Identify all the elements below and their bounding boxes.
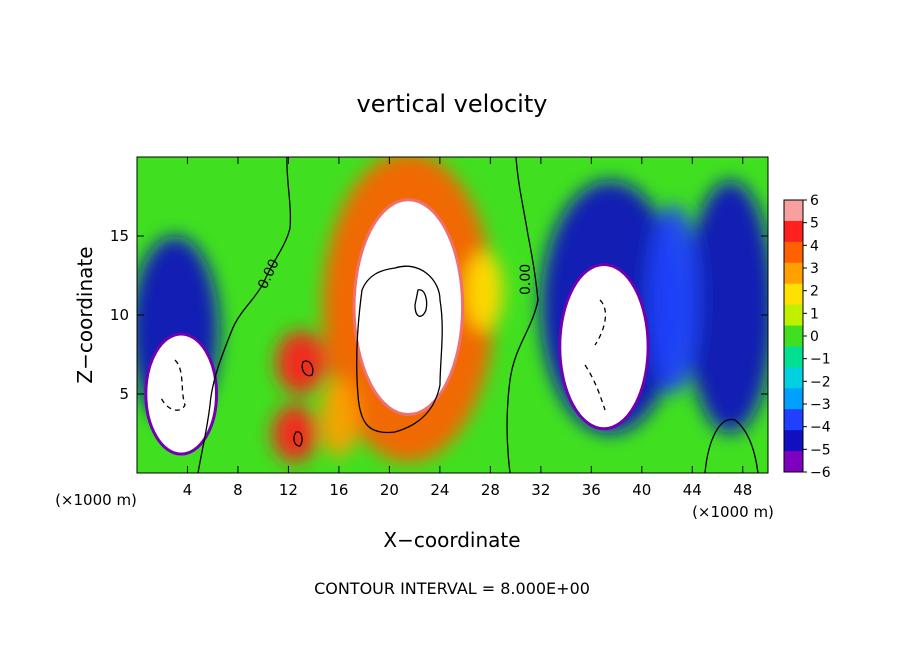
y-tick-label: 15 — [110, 227, 129, 245]
colorbar-swatches — [784, 200, 803, 473]
colorbar-tick-label: 0 — [810, 329, 819, 345]
zero-contour-right — [506, 157, 539, 473]
x-tick-label: 24 — [430, 481, 449, 499]
contour-right-bottom — [704, 418, 759, 473]
contour-dashed-right — [584, 299, 607, 411]
colorbar-tick-label: −1 — [810, 352, 831, 368]
x-tick-label: 16 — [329, 481, 348, 499]
colorbar-tick-label: −2 — [810, 374, 831, 390]
x-tick-label: 28 — [481, 481, 500, 499]
x-tick-label: 32 — [531, 481, 550, 499]
colorbar-tick-label: 6 — [810, 193, 819, 209]
x-axis-label: X−coordinate — [383, 528, 520, 552]
colorbar-swatch — [784, 283, 803, 306]
colorbar-swatch — [784, 200, 803, 222]
colorbar-tick-label: 1 — [810, 306, 819, 322]
colorbar-swatch — [784, 241, 803, 264]
colorbar-swatch — [784, 367, 803, 389]
field-blob — [465, 251, 503, 331]
zero-contours — [159, 157, 759, 473]
zero-contour-left — [197, 157, 292, 473]
colorbar-swatch — [784, 409, 803, 431]
saturated-downdraft — [558, 262, 650, 431]
colorbar-swatch — [784, 220, 803, 243]
x-tick-label: 20 — [380, 481, 399, 499]
x-axis: 4 8 12 16 20 24 28 32 36 40 44 48 — [183, 157, 752, 499]
field-blob — [685, 180, 768, 434]
saturated-downdraft — [144, 332, 219, 456]
colorbar-ticks: 6 5 4 3 2 1 0 −1 −2 −3 −4 −5 −6 — [803, 193, 831, 481]
x-tick-label: 8 — [233, 481, 243, 499]
colorbar-tick-label: −5 — [810, 442, 831, 458]
colorbar-swatch — [784, 325, 803, 347]
field-blob — [319, 378, 358, 458]
colorbar: 6 5 4 3 2 1 0 −1 −2 −3 −4 −5 −6 — [783, 193, 831, 481]
plot-area — [137, 157, 768, 473]
x-tick-label: 40 — [632, 481, 651, 499]
x-unit-right: (×1000 m) — [692, 503, 774, 521]
colorbar-tick-label: −3 — [810, 397, 831, 413]
colorbar-swatch — [784, 346, 803, 368]
field-blob — [648, 204, 699, 394]
inner-contour-low — [293, 431, 303, 447]
colorbar-tick-label: −4 — [810, 420, 831, 436]
x-tick-label: 44 — [683, 481, 702, 499]
inner-contour-left-lobe — [301, 360, 314, 377]
field-blob — [275, 330, 327, 394]
contour-label-right: 0.00 — [518, 264, 534, 295]
chart-title: vertical velocity — [357, 90, 548, 118]
saturated-updraft — [352, 198, 465, 417]
colorbar-swatch — [784, 430, 803, 452]
x-tick-label: 12 — [279, 481, 298, 499]
colorbar-tick-label: 2 — [810, 284, 819, 300]
colorbar-tick-label: 4 — [810, 238, 819, 254]
colorbar-swatch — [784, 304, 803, 327]
colorbar-tick-label: 5 — [810, 216, 819, 232]
y-axis: 5 10 15 — [110, 227, 768, 403]
colorbar-swatch — [784, 262, 803, 285]
saturated-regions — [144, 198, 650, 456]
x-tick-label: 48 — [733, 481, 752, 499]
y-tick-label: 10 — [110, 306, 129, 324]
contour-interval-footer: CONTOUR INTERVAL = 8.000E+00 — [314, 579, 590, 598]
inner-contour-core — [356, 265, 443, 434]
colorbar-tick-label: 3 — [810, 261, 819, 277]
x-tick-label: 36 — [582, 481, 601, 499]
colorbar-tick-label: −6 — [810, 465, 831, 481]
contour-dashed-left — [159, 359, 186, 411]
x-unit-left: (×1000 m) — [55, 491, 137, 509]
inner-contour-small — [414, 289, 428, 317]
colorbar-swatch — [784, 388, 803, 410]
y-axis-label: Z−coordinate — [73, 246, 97, 383]
y-tick-label: 5 — [119, 385, 129, 403]
colorbar-swatch — [784, 451, 803, 473]
x-tick-label: 4 — [183, 481, 193, 499]
